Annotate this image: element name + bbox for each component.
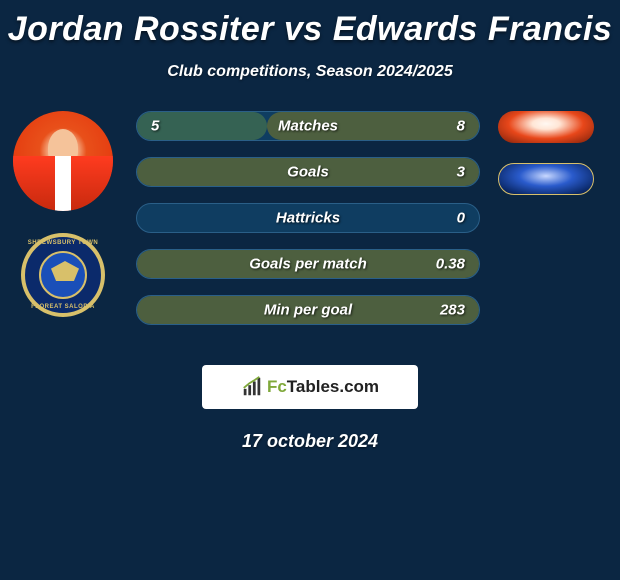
- stat-value-right: 283: [440, 302, 465, 319]
- stat-bars: 5Matches8 Goals3 Hattricks0 Goals per match…: [136, 111, 480, 341]
- logo-text: FcTables.com: [267, 377, 379, 397]
- logo-part1: Fc: [267, 377, 287, 396]
- stat-value-right: 3: [457, 164, 465, 181]
- subtitle: Club competitions, Season 2024/2025: [0, 63, 620, 81]
- jersey-stripe: [55, 156, 71, 211]
- stat-value-right: 8: [457, 118, 465, 135]
- stat-bar: Hattricks0: [136, 203, 480, 233]
- pill-column: [498, 111, 608, 215]
- player2-pill: [498, 163, 594, 195]
- stat-bar: Min per goal283: [136, 295, 480, 325]
- fctables-logo[interactable]: FcTables.com: [202, 365, 418, 409]
- page-title: Jordan Rossiter vs Edwards Francis: [0, 0, 620, 49]
- stat-label: Hattricks: [137, 210, 479, 227]
- player1-avatar: [13, 111, 113, 211]
- stat-bar: Goals3: [136, 157, 480, 187]
- stat-label: Goals: [137, 164, 479, 181]
- stat-bar: 5Matches8: [136, 111, 480, 141]
- comparison-panel: SHREWSBURY TOWN FLOREAT SALOPIA 5Matches…: [0, 111, 620, 351]
- stat-label: Min per goal: [137, 302, 479, 319]
- player2-crest: SHREWSBURY TOWN FLOREAT SALOPIA: [21, 233, 105, 317]
- logo-part2: Tables: [287, 377, 340, 396]
- stat-label: Matches: [137, 118, 479, 135]
- logo-part3: .com: [339, 377, 379, 396]
- avatar-column: SHREWSBURY TOWN FLOREAT SALOPIA: [8, 111, 118, 317]
- chart-icon: [241, 376, 263, 398]
- stat-bar: Goals per match0.38: [136, 249, 480, 279]
- stat-value-right: 0: [457, 210, 465, 227]
- crest-inner: [39, 251, 87, 299]
- date-label: 17 october 2024: [0, 431, 620, 452]
- stat-label: Goals per match: [137, 256, 479, 273]
- crest-top-text: SHREWSBURY TOWN: [25, 240, 101, 246]
- crest-bottom-text: FLOREAT SALOPIA: [25, 304, 101, 310]
- stat-value-right: 0.38: [436, 256, 465, 273]
- player1-pill: [498, 111, 594, 143]
